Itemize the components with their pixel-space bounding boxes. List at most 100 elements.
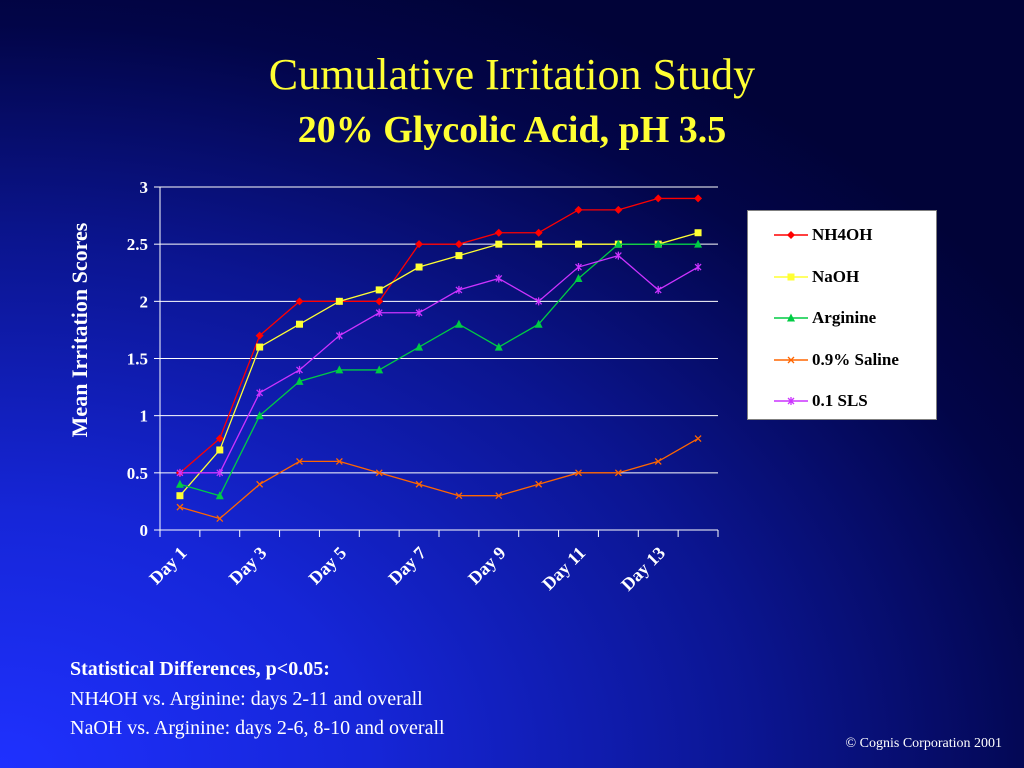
- y-tick-label: 3: [140, 178, 149, 197]
- series-line: [179, 197, 699, 474]
- data-point: [296, 320, 303, 328]
- data-point: [694, 229, 702, 237]
- legend-label: 0.1 SLS: [812, 391, 868, 410]
- series-0-9-saline: [176, 435, 702, 523]
- x-tick-label: Day 3: [225, 543, 271, 589]
- data-point: [495, 274, 503, 283]
- data-point: [296, 457, 303, 465]
- data-point: [535, 297, 543, 306]
- data-point: [454, 240, 463, 249]
- data-point: [295, 376, 304, 385]
- data-point: [455, 252, 463, 260]
- data-point: [216, 515, 224, 523]
- data-point: [256, 388, 264, 397]
- data-point: [614, 239, 623, 248]
- y-tick-label: 1.5: [127, 350, 148, 369]
- series-line: [179, 243, 699, 497]
- data-point: [176, 503, 184, 511]
- data-point: [614, 251, 622, 260]
- data-point: [295, 297, 304, 306]
- data-point: [787, 397, 795, 405]
- data-point: [375, 286, 383, 294]
- data-point: [787, 313, 795, 322]
- data-point: [535, 240, 543, 248]
- slide-title: Cumulative Irritation Study: [268, 50, 756, 99]
- data-point: [654, 285, 662, 294]
- data-point: [215, 491, 224, 500]
- data-point: [535, 480, 543, 488]
- x-tick-label: Day 5: [305, 543, 351, 589]
- data-point: [494, 228, 503, 237]
- data-point: [495, 492, 503, 500]
- data-point: [256, 480, 264, 488]
- data-point: [335, 297, 343, 305]
- legend-label: NH4OH: [812, 225, 873, 244]
- chart-legend: NH4OH NaOH Arginine 0.9% Saline 0.1 SLS: [747, 210, 937, 420]
- y-tick-label: 1: [140, 407, 149, 426]
- data-point: [575, 469, 582, 477]
- data-point: [335, 365, 344, 374]
- data-point: [575, 263, 582, 272]
- stats-line-1: NH4OH vs. Arginine: days 2-11 and overal…: [70, 688, 423, 710]
- data-point: [455, 492, 463, 500]
- data-point: [494, 342, 503, 351]
- data-point: [694, 194, 703, 203]
- series-naoh: [176, 229, 702, 500]
- series-line: [179, 437, 699, 520]
- series-lines: [175, 194, 703, 523]
- grid-lines: [160, 186, 718, 474]
- legend-swatch: [774, 313, 808, 322]
- y-tick-label: 0: [140, 521, 149, 540]
- series-arginine: [175, 239, 703, 500]
- data-point: [694, 263, 702, 272]
- series-line: [179, 232, 699, 497]
- x-tick-label: Day 9: [464, 543, 510, 589]
- data-point: [574, 205, 583, 214]
- data-point: [614, 469, 622, 477]
- data-point: [654, 239, 663, 248]
- slide-subtitle: 20% Glycolic Acid, pH 3.5: [297, 109, 727, 151]
- y-tick-label: 2.5: [127, 235, 148, 254]
- stats-line-2: NaOH vs. Arginine: days 2-6, 8-10 and ov…: [70, 717, 445, 739]
- legend-swatch: [774, 397, 808, 405]
- x-tick-label: Day 11: [538, 543, 589, 594]
- data-point: [255, 331, 264, 340]
- data-point: [454, 319, 463, 328]
- data-point: [296, 365, 303, 374]
- data-point: [216, 468, 224, 477]
- data-point: [375, 469, 383, 477]
- data-point: [375, 308, 383, 317]
- data-point: [176, 468, 184, 477]
- copyright-text: © Cognis Corporation 2001: [845, 736, 1002, 751]
- data-point: [415, 240, 424, 249]
- series-nh4oh: [175, 194, 703, 477]
- data-point: [175, 479, 184, 488]
- data-point: [216, 446, 224, 454]
- data-point: [256, 343, 264, 351]
- x-tick-label: Day 1: [145, 543, 191, 589]
- data-point: [574, 273, 583, 282]
- legend-label: 0.9% Saline: [812, 349, 899, 369]
- data-point: [255, 411, 264, 420]
- data-point: [614, 205, 623, 214]
- legend-label: NaOH: [812, 266, 860, 286]
- data-point: [787, 273, 795, 280]
- data-point: [534, 319, 543, 328]
- data-point: [415, 308, 423, 317]
- data-point: [215, 434, 224, 443]
- data-point: [694, 239, 703, 248]
- legend-swatch: [774, 273, 808, 280]
- stats-heading: Statistical Differences, p<0.05:: [70, 658, 330, 680]
- y-axis-label: Mean Irritation Scores: [67, 222, 92, 437]
- data-point: [654, 457, 662, 465]
- series-line: [179, 254, 699, 474]
- data-point: [375, 297, 384, 306]
- x-tick-label: Day 7: [384, 543, 430, 589]
- y-tick-label: 0.5: [127, 464, 148, 483]
- chart-axes: 0 0.5 1 1.5 2 2.5 3 Day 1 Day 3 Day 5 Day 7 Day 9 Da…: [127, 178, 719, 595]
- series-0-1-sls: [176, 251, 702, 477]
- data-point: [415, 342, 424, 351]
- data-point: [375, 365, 384, 374]
- legend-label: Arginine: [812, 308, 877, 327]
